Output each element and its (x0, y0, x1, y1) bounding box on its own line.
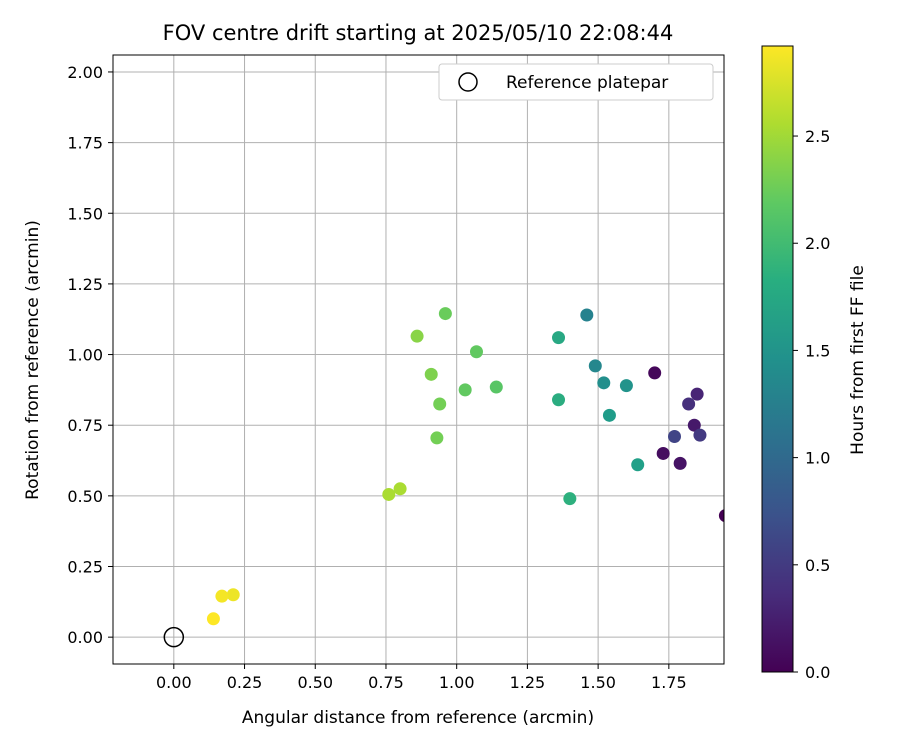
data-point (563, 492, 577, 506)
data-point (597, 376, 611, 390)
data-point (682, 397, 696, 411)
colorbar-label: Hours from first FF file (848, 265, 868, 455)
chart-title: FOV centre drift starting at 2025/05/10 … (163, 21, 674, 45)
data-point (424, 367, 438, 381)
data-point (667, 430, 681, 444)
data-point (489, 380, 503, 394)
data-point (580, 308, 594, 322)
reference-platepar-marker (163, 626, 185, 648)
data-point (687, 418, 701, 432)
legend-entry-reference: Reference platepar (506, 73, 668, 93)
data-point (382, 487, 396, 501)
x-axis-ticks: 0.00 0.25 0.50 0.75 1.00 1.25 1.50 1.75 (156, 664, 687, 692)
y-tick-label: 0.25 (67, 558, 103, 577)
data-point (552, 393, 566, 407)
y-tick-label: 0.50 (67, 487, 103, 506)
data-point (433, 397, 447, 411)
data-point (552, 331, 566, 345)
data-point (438, 307, 452, 321)
data-point (458, 383, 472, 397)
y-axis-label: Rotation from reference (arcmin) (23, 220, 43, 500)
data-point (656, 446, 670, 460)
y-tick-label: 0.00 (67, 628, 103, 647)
data-point (215, 589, 229, 603)
legend: Reference platepar (438, 63, 714, 101)
colorbar-tick-label: 0.0 (805, 663, 830, 682)
legend-reference-marker (458, 72, 478, 92)
colorbar-tick-label: 2.0 (805, 234, 830, 253)
data-point (588, 359, 602, 373)
data-point (693, 428, 707, 442)
reference-marker-group (163, 626, 185, 648)
colorbar-tick-label: 1.5 (805, 341, 830, 360)
x-tick-label: 0.50 (297, 673, 333, 692)
x-tick-label: 1.75 (651, 673, 687, 692)
y-tick-label: 1.00 (67, 346, 103, 365)
x-tick-label: 1.00 (439, 673, 475, 692)
data-point (602, 408, 616, 422)
colorbar-gradient (762, 46, 793, 672)
data-point (226, 588, 240, 602)
data-point (648, 366, 662, 380)
data-point (718, 509, 724, 522)
grid-lines (113, 55, 724, 664)
y-tick-label: 1.75 (67, 134, 103, 153)
colorbar-tick-label: 2.5 (805, 127, 830, 146)
y-tick-label: 0.75 (67, 416, 103, 435)
data-point (619, 379, 633, 393)
x-tick-label: 0.25 (227, 673, 263, 692)
plot-frame (112, 54, 725, 665)
plot-background (113, 55, 724, 664)
colorbar-tick-label: 0.5 (805, 556, 830, 575)
x-tick-label: 0.75 (368, 673, 404, 692)
data-point (469, 345, 483, 359)
colorbar: 0.0 0.5 1.0 1.5 2.0 2.5 Hours from first FF f… (761, 45, 868, 682)
colorbar-tick-label: 1.0 (805, 449, 830, 468)
data-point (631, 458, 645, 472)
x-tick-label: 0.00 (156, 673, 192, 692)
data-points (206, 307, 724, 626)
legend-box (438, 63, 714, 101)
data-point (430, 431, 444, 445)
x-tick-label: 1.25 (510, 673, 546, 692)
colorbar-ticks: 0.0 0.5 1.0 1.5 2.0 2.5 (793, 127, 830, 682)
data-point (206, 612, 220, 626)
data-point (393, 482, 407, 496)
y-tick-label: 2.00 (67, 63, 103, 82)
y-axis-ticks: 0.00 0.25 0.50 0.75 1.00 1.25 1.50 1.75 2.00 (67, 63, 113, 647)
y-tick-label: 1.25 (67, 275, 103, 294)
y-tick-label: 1.50 (67, 204, 103, 223)
data-point (673, 456, 687, 470)
data-point (690, 387, 704, 401)
data-point (410, 329, 424, 343)
x-axis-label: Angular distance from reference (arcmin) (242, 708, 594, 728)
x-tick-label: 1.50 (580, 673, 616, 692)
colorbar-frame (761, 45, 794, 673)
